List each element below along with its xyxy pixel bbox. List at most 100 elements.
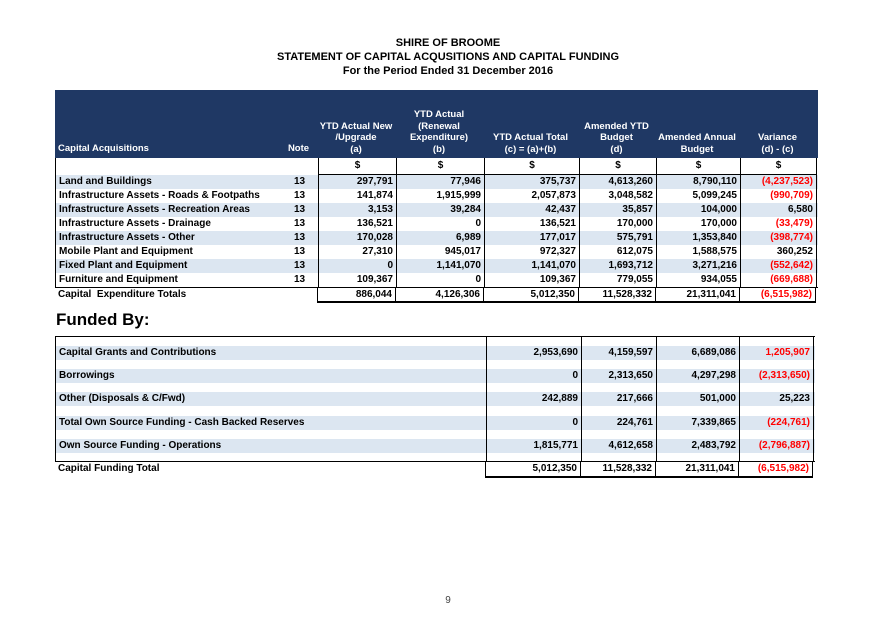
table-row: Infrastructure Assets - Recreation Areas… bbox=[56, 203, 818, 217]
table-cell: 972,327 bbox=[484, 245, 579, 259]
table-body: $ $ $ $ $ $ Land and Buildings 13 297,791 7… bbox=[55, 158, 818, 287]
table-cell: 1,141,070 bbox=[484, 259, 579, 273]
header-line: Amended Annual bbox=[658, 132, 736, 143]
note-cell: 13 bbox=[293, 232, 306, 243]
variance-cell: (224,761) bbox=[739, 416, 814, 430]
table-cell: 136,521 bbox=[484, 217, 579, 231]
totals-amended-ytd: 11,528,332 bbox=[578, 288, 655, 303]
table-cell: 4,613,260 bbox=[579, 175, 656, 189]
table-cell: 1,693,712 bbox=[579, 259, 656, 273]
table-row: Borrowings 0 2,313,650 4,297,298 (2,313,650) bbox=[56, 369, 815, 383]
funding-total-variance: (6,515,982) bbox=[738, 462, 813, 478]
variance-cell: 6,580 bbox=[740, 203, 817, 217]
table-cell: 39,284 bbox=[396, 203, 484, 217]
currency-cell: $ bbox=[740, 158, 817, 175]
capital-funding-total-row: Capital Funding Total 5,012,350 11,528,3… bbox=[55, 462, 815, 478]
variance-cell: (552,642) bbox=[740, 259, 817, 273]
document-header: SHIRE OF BROOME STATEMENT OF CAPITAL ACQ… bbox=[0, 36, 896, 78]
org-name: SHIRE OF BROOME bbox=[395, 37, 501, 49]
row-label: Infrastructure Assets - Other bbox=[59, 232, 195, 243]
table-cell: 4,612,658 bbox=[581, 439, 656, 453]
spacer-cell bbox=[56, 158, 281, 175]
table-cell: 224,761 bbox=[581, 416, 656, 430]
table-cell: 501,000 bbox=[656, 392, 739, 406]
spacer-cell bbox=[581, 453, 656, 461]
totals-label: Capital Expenditure Totals bbox=[58, 289, 187, 300]
spacer-row bbox=[56, 360, 815, 369]
header-line: (b) bbox=[432, 143, 446, 155]
table-cell: 42,437 bbox=[484, 203, 579, 217]
table-cell: 2,953,690 bbox=[486, 346, 581, 360]
header-ytd-actual-new-upgrade: YTD Actual New /Upgrade (a) bbox=[317, 121, 395, 159]
variance-cell: 25,223 bbox=[739, 392, 814, 406]
table-cell: 7,339,865 bbox=[656, 416, 739, 430]
funded-by-table: Capital Grants and Contributions 2,953,69… bbox=[55, 336, 815, 478]
totals-ytd-total: 5,012,350 bbox=[483, 288, 578, 303]
table-cell: 575,791 bbox=[579, 231, 656, 245]
row-label: Furniture and Equipment bbox=[59, 274, 178, 285]
note-cell: 13 bbox=[293, 204, 306, 215]
table-cell: 109,367 bbox=[484, 273, 579, 287]
acquisition-rows: Land and Buildings 13 297,791 77,946 375,737… bbox=[56, 175, 818, 287]
spacer-cell bbox=[739, 406, 814, 416]
funding-total-ytd-actual: 5,012,350 bbox=[485, 462, 580, 478]
spacer-cell bbox=[656, 337, 739, 346]
variance-cell: (33,479) bbox=[740, 217, 817, 231]
table-cell: 945,017 bbox=[396, 245, 484, 259]
spacer-cell bbox=[656, 360, 739, 369]
note-cell: 13 bbox=[293, 246, 306, 257]
note-cell: 13 bbox=[293, 176, 306, 187]
currency-cell: $ bbox=[484, 158, 579, 175]
variance-cell: (990,709) bbox=[740, 189, 817, 203]
header-line: Expenditure) bbox=[409, 132, 469, 143]
currency-cell: $ bbox=[396, 158, 484, 175]
currency-cell: $ bbox=[579, 158, 656, 175]
spacer-cell bbox=[581, 337, 656, 346]
table-cell: 77,946 bbox=[396, 175, 484, 189]
table-cell: 1,353,840 bbox=[656, 231, 740, 245]
table-cell: 1,815,771 bbox=[486, 439, 581, 453]
spacer-cell bbox=[280, 288, 317, 303]
table-row: Total Own Source Funding - Cash Backed R… bbox=[56, 416, 815, 430]
header-line: /Upgrade bbox=[335, 132, 377, 143]
table-cell: 1,588,575 bbox=[656, 245, 740, 259]
spacer-cell bbox=[581, 383, 656, 392]
variance-cell: 1,205,907 bbox=[739, 346, 814, 360]
spacer-cell bbox=[486, 383, 581, 392]
table-cell: 6,689,086 bbox=[656, 346, 739, 360]
variance-cell: (669,688) bbox=[740, 273, 817, 287]
table-cell: 170,000 bbox=[579, 217, 656, 231]
table-cell: 375,737 bbox=[484, 175, 579, 189]
totals-ytd-renewal: 4,126,306 bbox=[395, 288, 483, 303]
table-row: Infrastructure Assets - Drainage 13 136,52… bbox=[56, 217, 818, 231]
table-cell: 5,099,245 bbox=[656, 189, 740, 203]
table-cell: 6,989 bbox=[396, 231, 484, 245]
header-amended-ytd-budget: Amended YTD Budget (d) bbox=[578, 121, 655, 159]
capital-acquisitions-table: Capital Acquisitions Note YTD Actual New… bbox=[55, 90, 818, 303]
table-cell: 2,313,650 bbox=[581, 369, 656, 383]
row-label: Total Own Source Funding - Cash Backed R… bbox=[59, 417, 305, 428]
table-cell: 0 bbox=[486, 369, 581, 383]
table-header-row: Capital Acquisitions Note YTD Actual New… bbox=[55, 90, 818, 158]
table-cell: 1,141,070 bbox=[396, 259, 484, 273]
header-line: Budget bbox=[680, 143, 714, 155]
table-cell: 934,055 bbox=[656, 273, 740, 287]
row-label: Infrastructure Assets - Recreation Areas bbox=[59, 204, 250, 215]
header-ytd-actual-total: YTD Actual Total (c) = (a)+(b) bbox=[483, 132, 578, 158]
row-label: Borrowings bbox=[59, 370, 115, 381]
spacer-cell bbox=[739, 360, 814, 369]
header-line: Amended YTD bbox=[584, 120, 649, 132]
header-line: (a) bbox=[350, 143, 362, 155]
table-cell: 3,153 bbox=[318, 203, 396, 217]
table-cell: 4,159,597 bbox=[581, 346, 656, 360]
spacer-cell bbox=[56, 406, 486, 416]
table-cell: 297,791 bbox=[318, 175, 396, 189]
row-label: Own Source Funding - Operations bbox=[59, 440, 222, 451]
table-cell: 8,790,110 bbox=[656, 175, 740, 189]
spacer-cell bbox=[739, 453, 814, 461]
spacer-row bbox=[56, 430, 815, 439]
table-cell: 136,521 bbox=[318, 217, 396, 231]
table-row: Infrastructure Assets - Roads & Footpath… bbox=[56, 189, 818, 203]
row-label: Infrastructure Assets - Roads & Footpath… bbox=[59, 190, 260, 201]
